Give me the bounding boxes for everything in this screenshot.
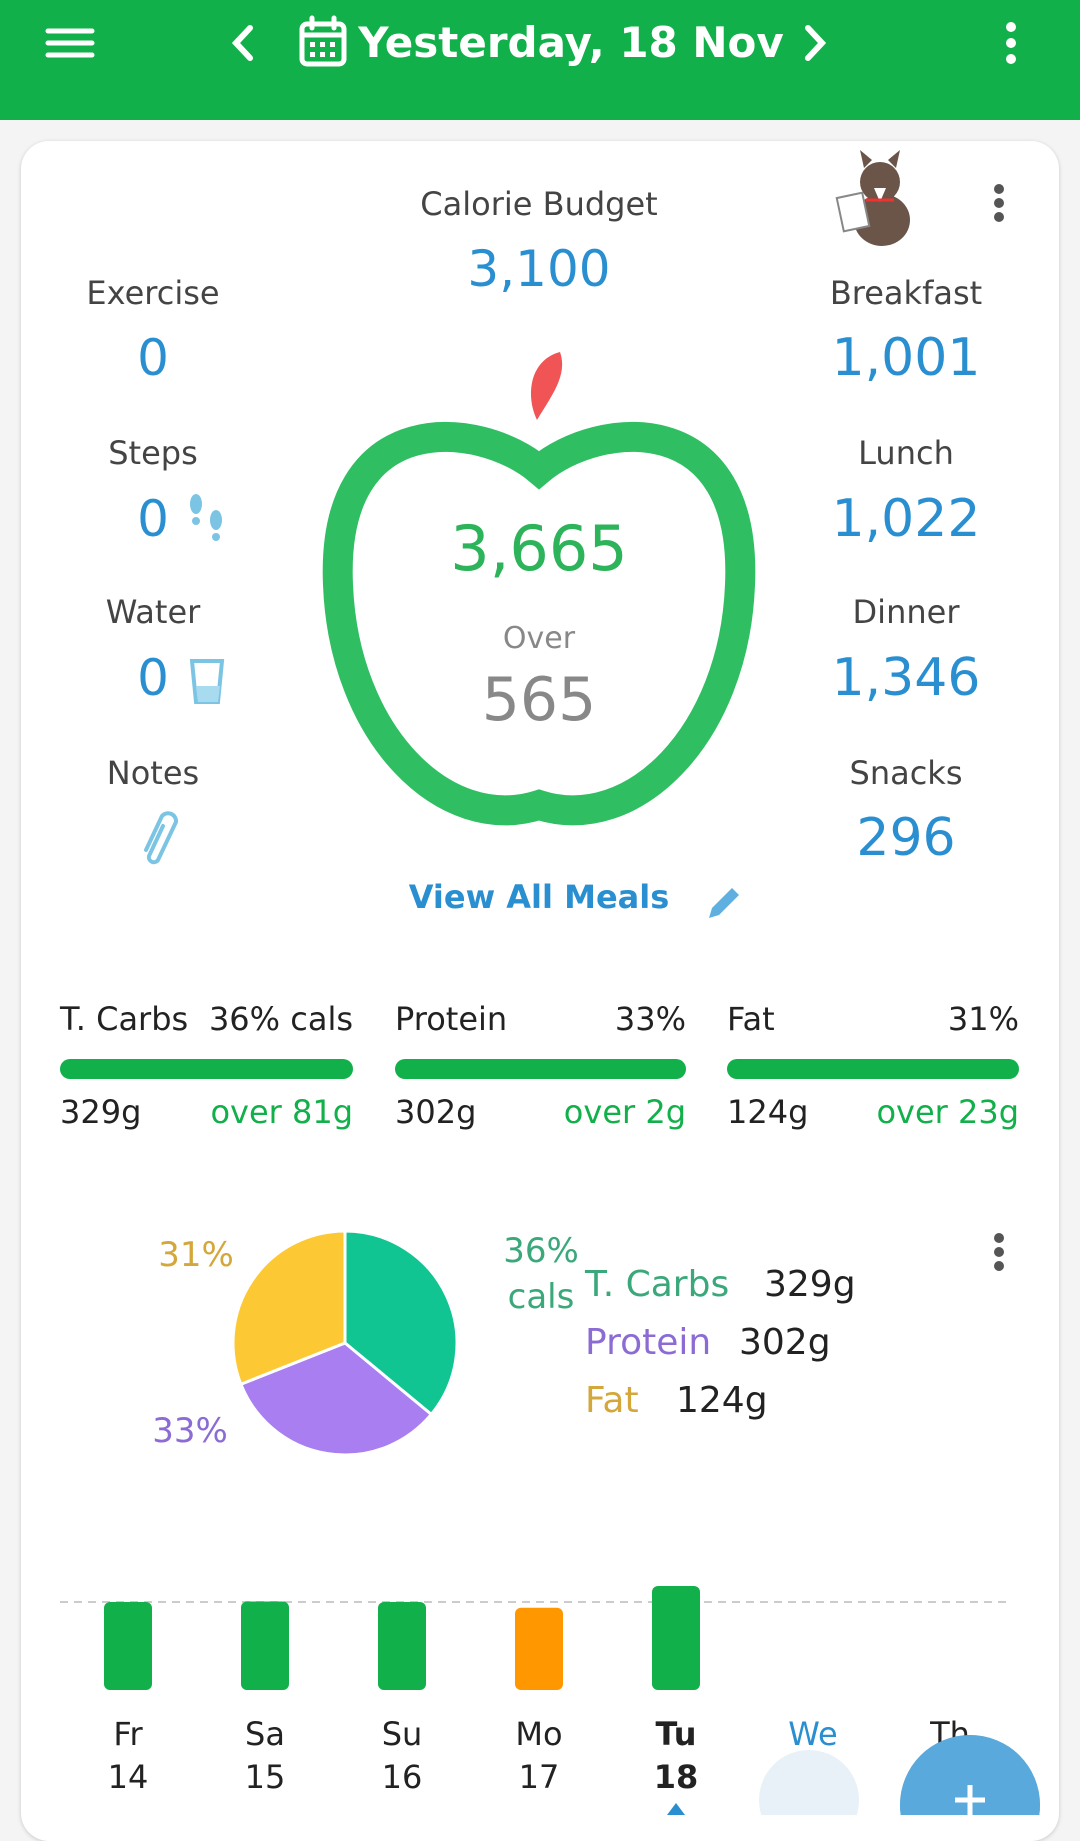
steps-icon — [190, 494, 222, 541]
day-label[interactable]: Sa — [245, 1715, 285, 1753]
day-bar — [241, 1601, 289, 1690]
header-icons — [45, 15, 827, 67]
card-menu[interactable] — [994, 184, 1004, 222]
day-label[interactable]: Su — [381, 1715, 423, 1753]
pie-menu[interactable] — [994, 1233, 1004, 1271]
fab-layer — [900, 1735, 1040, 1841]
pie-label: 33% — [152, 1411, 228, 1452]
calendar-icon[interactable] — [299, 21, 347, 67]
macro-grams: 124g — [727, 1093, 809, 1131]
stat-value: 0 — [137, 490, 169, 548]
day-bar — [104, 1602, 152, 1690]
apple-stem — [530, 352, 563, 420]
meal-label: Snacks — [849, 754, 963, 792]
macro-percent: 33% — [614, 1000, 686, 1038]
meal-value: 1,346 — [831, 648, 981, 708]
view-all-meals[interactable]: View All Meals — [408, 878, 670, 916]
pie-label: 31% — [158, 1235, 234, 1276]
budget-value: 3,100 — [467, 240, 611, 298]
stat-value: 0 — [137, 329, 169, 387]
macro-delta: over 23g — [876, 1093, 1019, 1131]
stat-label: Exercise — [86, 274, 220, 312]
stat-label: Notes — [106, 754, 200, 792]
daily-bar-chart — [60, 1586, 1007, 1815]
meal-value: 1,022 — [831, 489, 981, 549]
legend-grams: 302g — [739, 1322, 831, 1363]
summary-card — [21, 141, 1059, 1841]
date-label: 18 — [653, 1758, 699, 1796]
meal-label: Dinner — [852, 593, 960, 631]
prev-day[interactable] — [231, 25, 253, 61]
day-label[interactable]: Tu — [655, 1715, 697, 1753]
stat-label: Steps — [108, 434, 198, 472]
macro-delta: over 81g — [210, 1093, 353, 1131]
day-label[interactable]: Fr — [113, 1715, 143, 1753]
macro-name: Fat — [727, 1000, 775, 1038]
meal-label: Lunch — [858, 434, 954, 472]
over-label: Over — [502, 621, 576, 656]
stat-value: 0 — [137, 649, 169, 707]
meal-value: 1,001 — [831, 328, 981, 388]
notes-icon[interactable] — [144, 811, 178, 865]
consumed-calories: 3,665 — [450, 512, 628, 585]
add-button-overlay[interactable] — [900, 1735, 1040, 1841]
macro-percent: 36% cals — [208, 1000, 353, 1038]
day-label[interactable]: Mo — [515, 1715, 563, 1753]
mascot — [835, 150, 910, 246]
apple-ring — [322, 421, 756, 826]
day-bar — [652, 1586, 700, 1690]
day-label[interactable]: We — [788, 1715, 838, 1753]
pie-slice — [238, 1341, 434, 1457]
date-label: 15 — [244, 1758, 286, 1796]
date-label: 17 — [518, 1758, 560, 1796]
day-bar — [515, 1607, 563, 1690]
budget-label: Calorie Budget — [420, 185, 658, 223]
pie-label: 36% cals — [503, 1231, 579, 1317]
pie-chart — [231, 1229, 459, 1457]
pie-slice — [343, 1229, 459, 1417]
stat-label: Water — [105, 593, 201, 631]
top-bar — [0, 0, 1080, 120]
menu-icon[interactable] — [45, 28, 95, 58]
date-title: Yesterday, 18 Nov — [358, 18, 784, 67]
next-day[interactable] — [805, 25, 827, 61]
meal-label: Breakfast — [829, 274, 983, 312]
macro-grams: 329g — [60, 1093, 142, 1131]
macro-name: T. Carbs — [60, 1000, 189, 1038]
date-label: 14 — [107, 1758, 149, 1796]
macro-name: Protein — [395, 1000, 508, 1038]
legend-grams: 329g — [764, 1264, 856, 1305]
day-bar — [378, 1602, 426, 1690]
legend-entry: T. Carbs — [585, 1264, 730, 1305]
meal-value: 296 — [856, 808, 956, 868]
legend-grams: 124g — [676, 1380, 768, 1421]
pie-slice — [231, 1229, 347, 1387]
scan-button[interactable] — [759, 1750, 859, 1815]
legend-entry: Protein — [585, 1322, 712, 1363]
edit-icon[interactable] — [709, 888, 739, 918]
over-value: 565 — [481, 665, 597, 735]
selected-marker — [667, 1803, 685, 1815]
macro-delta: over 2g — [563, 1093, 686, 1131]
macro-percent: 31% — [947, 1000, 1019, 1038]
date-label: 16 — [381, 1758, 423, 1796]
legend-entry: Fat — [585, 1380, 639, 1421]
macro-grams: 302g — [395, 1093, 477, 1131]
